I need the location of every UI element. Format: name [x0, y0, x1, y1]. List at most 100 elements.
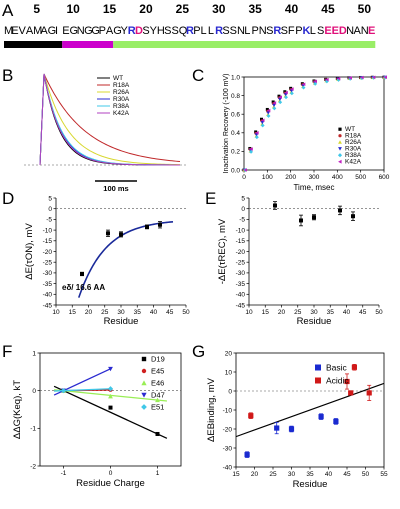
- sequence-residue: N: [361, 25, 369, 37]
- x-tick-label: 500: [355, 174, 366, 181]
- data-point-k42a: [348, 76, 352, 80]
- fit-label: eδ/ 16.6 AA: [62, 283, 105, 292]
- x-tick-label: 50: [182, 309, 190, 316]
- sequence-residue: E: [332, 25, 339, 37]
- x-tick-label: 35: [327, 309, 335, 316]
- legend-marker: [315, 364, 321, 371]
- x-tick-label: -1: [61, 470, 67, 477]
- data-point-r38a: [260, 123, 265, 128]
- panel-label-g: G: [192, 342, 205, 361]
- legend-marker: [338, 140, 342, 144]
- sequence-residue: S: [222, 25, 229, 37]
- y-tick-label: -35: [43, 281, 53, 288]
- sequence-residue: N: [77, 25, 85, 37]
- data-point-k42a: [267, 108, 271, 113]
- y-tick-label: 0: [228, 388, 232, 395]
- trace-r26a: [39, 73, 181, 166]
- data-point: [80, 271, 84, 276]
- data-point-e51: [107, 386, 114, 392]
- sequence-number: 35: [248, 2, 262, 16]
- data-point: [119, 232, 123, 237]
- sequence-residue: H: [157, 25, 165, 37]
- data-point-r38a: [249, 149, 253, 154]
- sequence-residue: A: [40, 25, 48, 37]
- data-point-acidic: [351, 364, 357, 370]
- x-tick-label: 15: [69, 309, 77, 316]
- sequence-residue: Q: [179, 25, 188, 37]
- x-tick-label: 0: [242, 174, 246, 181]
- legend-marker: [141, 404, 147, 410]
- sequence-residue: E: [368, 25, 375, 37]
- sequence-residue: L: [208, 25, 214, 37]
- sequence-residue: E: [11, 25, 18, 37]
- data-point-r38a: [301, 85, 306, 90]
- panel-label-c: C: [192, 66, 204, 85]
- sequence-residue: L: [201, 25, 207, 37]
- y-tick-label: 0.0: [231, 167, 240, 174]
- x-tick-label: 300: [309, 174, 320, 181]
- data-point: [273, 203, 277, 208]
- data-point-wt: [277, 94, 281, 98]
- x-tick-label: 25: [294, 309, 302, 316]
- sequence-residue: E: [324, 25, 331, 37]
- legend-label: K42A: [113, 110, 130, 117]
- x-tick-label: 200: [285, 174, 296, 181]
- sequence-number: 15: [103, 2, 117, 16]
- legend-marker: [315, 377, 321, 384]
- x-tick-label: 40: [325, 471, 333, 478]
- x-tick-label: 50: [375, 309, 383, 316]
- sequence-residue: R: [215, 25, 223, 37]
- data-point-k42a: [272, 101, 277, 105]
- data-point-k42a: [302, 82, 306, 87]
- y-tick-label: -45: [236, 302, 246, 309]
- sequence-residue: N: [237, 25, 245, 37]
- fit-curve: [77, 220, 174, 298]
- y-tick-label: -2: [30, 463, 36, 470]
- data-point: [351, 214, 355, 219]
- legend-label: R26A: [345, 139, 362, 146]
- legend-label: Acidic: [326, 376, 349, 386]
- y-tick-label: 1: [32, 350, 36, 357]
- data-point-e51: [60, 388, 67, 394]
- data-point-r38a: [266, 114, 271, 118]
- sequence-residue: R: [273, 25, 281, 37]
- data-point-basic: [333, 418, 339, 424]
- legend-label: D19: [151, 355, 165, 364]
- legend-marker: [338, 159, 342, 164]
- sequence-residue: S: [142, 25, 149, 37]
- y-axis-label: -ΔE(τREC), mV: [217, 218, 228, 284]
- legend-label: R30A: [345, 146, 362, 153]
- legend-label: R30A: [113, 96, 130, 103]
- sequence-residue: E: [62, 25, 69, 37]
- sequence-residue: G: [91, 25, 100, 37]
- data-point-r38a: [278, 100, 283, 105]
- sequence-number: 45: [321, 2, 335, 16]
- x-tick-label: 400: [332, 174, 343, 181]
- data-point-k42a: [284, 90, 288, 95]
- sequence-residue: F: [288, 25, 295, 37]
- y-tick-label: -5: [239, 217, 245, 224]
- sequence-residue: P: [295, 25, 302, 37]
- sequence-residue: R: [186, 25, 194, 37]
- legend-marker: [338, 147, 342, 151]
- y-axis-label: ΔEBinding, mV: [206, 377, 217, 442]
- legend-label: WT: [113, 75, 123, 82]
- y-tick-label: -25: [43, 260, 53, 267]
- data-point-k42a: [290, 87, 294, 91]
- data-point-wt: [271, 100, 275, 104]
- y-tick-label: -35: [236, 281, 246, 288]
- sequence-residue: A: [353, 25, 361, 37]
- sequence-residue: Y: [150, 25, 158, 37]
- legend-label: K42A: [345, 159, 362, 166]
- data-point-k42a: [243, 168, 247, 172]
- data-point-acidic: [348, 390, 354, 396]
- legend-label: E51: [151, 403, 164, 412]
- x-tick-label: 30: [117, 309, 125, 316]
- scale-bar-label: 100 ms: [103, 184, 128, 193]
- data-point-wt: [260, 117, 263, 121]
- panel-label-e: E: [205, 189, 216, 208]
- data-point-r38a: [284, 95, 288, 100]
- sequence-residue: K: [302, 25, 310, 37]
- legend-label: R18A: [113, 82, 130, 89]
